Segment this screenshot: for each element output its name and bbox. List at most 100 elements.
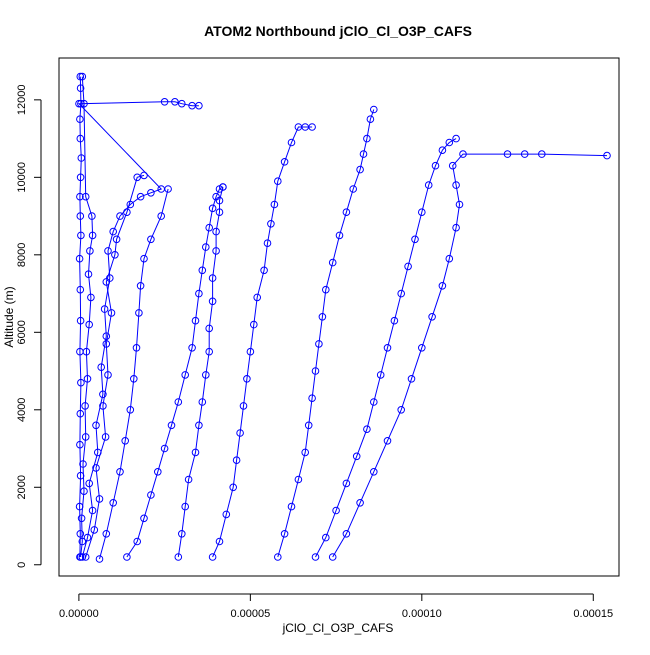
data-point: [160, 98, 169, 106]
data-point: [538, 150, 546, 158]
data-point: [260, 266, 268, 275]
y-axis-label: Altitude (m): [2, 286, 16, 347]
data-point: [88, 212, 96, 220]
data-point: [79, 460, 87, 468]
data-point: [270, 200, 279, 209]
data-point: [452, 181, 460, 189]
data-point: [208, 297, 217, 306]
data-point: [99, 390, 107, 399]
data-point: [121, 437, 129, 445]
data-point: [397, 289, 406, 298]
data-point: [160, 444, 169, 453]
data-point: [328, 258, 337, 267]
data-point: [352, 452, 361, 461]
data-point: [397, 406, 406, 414]
data-point: [370, 468, 378, 476]
data-point: [147, 235, 155, 244]
data-point: [294, 475, 303, 484]
data-point: [318, 313, 327, 321]
data-point: [76, 285, 85, 294]
data-point: [136, 282, 145, 290]
data-point: [90, 526, 99, 534]
data-point: [363, 425, 371, 434]
data-point: [215, 196, 224, 205]
data-point: [202, 371, 210, 379]
data-point: [205, 223, 213, 232]
x-tick-label: 0.00015: [573, 608, 613, 620]
data-point: [116, 212, 124, 220]
data-point: [92, 421, 100, 430]
data-point: [208, 553, 217, 561]
data-point: [104, 371, 112, 379]
data-point: [232, 456, 241, 465]
series-line-5: [126, 186, 224, 558]
data-point: [335, 231, 344, 240]
data-point: [195, 421, 203, 430]
series-line-8: [277, 109, 375, 558]
data-point: [246, 347, 255, 356]
data-point: [280, 530, 289, 538]
data-point: [215, 537, 224, 546]
data-point: [195, 101, 203, 110]
data-point: [349, 185, 358, 193]
data-point: [82, 347, 91, 356]
data-point: [78, 72, 87, 81]
data-point: [83, 533, 92, 542]
data-point: [75, 99, 83, 108]
data-point: [191, 316, 200, 325]
data-point: [390, 316, 399, 325]
data-point: [328, 553, 337, 561]
series-line-7: [212, 126, 313, 558]
data-point: [191, 448, 200, 457]
data-point: [322, 533, 330, 542]
data-point: [407, 375, 416, 383]
data-point: [111, 251, 119, 259]
data-point: [112, 235, 121, 244]
data-point: [445, 138, 454, 147]
data-point: [81, 192, 90, 201]
data-point: [215, 208, 224, 216]
data-point: [81, 402, 89, 410]
data-point: [383, 344, 392, 352]
data-point: [315, 340, 323, 348]
data-point: [332, 506, 340, 515]
data-point: [205, 347, 213, 356]
data-point: [363, 134, 371, 143]
data-point: [84, 270, 93, 279]
data-point: [342, 530, 351, 538]
data-point: [202, 243, 210, 251]
data-point: [92, 464, 100, 472]
y-tick-label: 2000: [16, 475, 28, 499]
data-point: [198, 266, 207, 275]
series-line-0: [79, 76, 82, 558]
data-point: [370, 398, 378, 406]
y-tick-label: 0: [16, 562, 28, 568]
data-point: [195, 289, 203, 298]
data-point: [287, 502, 296, 511]
data-point: [78, 553, 87, 561]
data-point: [77, 514, 86, 523]
data-point: [164, 185, 172, 193]
x-axis-label: jClO_Cl_O3P_CAFS: [282, 621, 394, 635]
data-point: [102, 530, 111, 538]
data-point: [132, 344, 141, 352]
x-tick-label: 0.00010: [402, 608, 442, 620]
x-axis: 0.00000 0.00005 0.00010 0.00015: [59, 593, 613, 620]
y-tick-label: 6000: [16, 320, 28, 344]
data-point: [263, 239, 272, 247]
data-point: [81, 433, 90, 441]
data-point: [133, 173, 141, 182]
data-point: [123, 208, 131, 216]
data-point: [322, 285, 330, 294]
data-point: [418, 344, 426, 352]
data-point: [167, 421, 176, 430]
data-point: [404, 262, 412, 271]
data-point: [86, 247, 94, 255]
data-point: [243, 375, 251, 383]
data-point: [219, 183, 227, 191]
data-point: [76, 134, 85, 143]
data-point: [342, 479, 351, 488]
data-point: [76, 212, 85, 220]
data-point: [181, 502, 189, 511]
y-tick-label: 10000: [16, 162, 28, 193]
